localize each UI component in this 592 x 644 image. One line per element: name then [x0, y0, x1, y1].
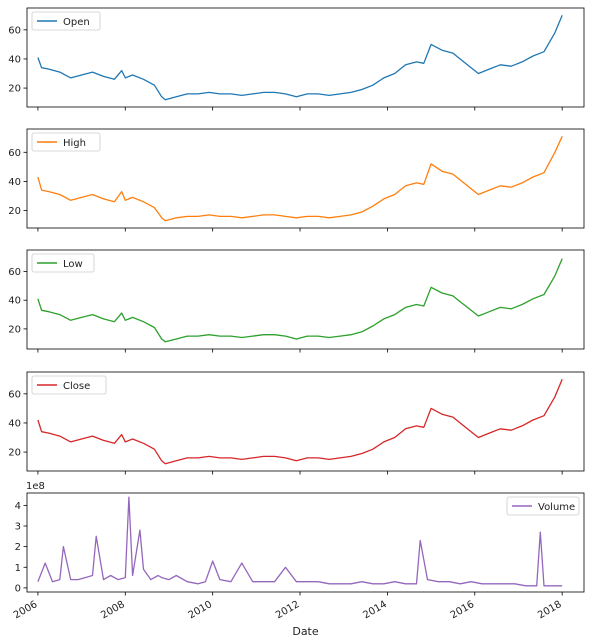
legend-box-3 — [31, 375, 107, 395]
plot-frame-2 — [26, 249, 585, 350]
legend-box-4 — [506, 496, 580, 516]
plot-frame-3 — [26, 371, 585, 472]
y-tick-label-3-2: 60 — [8, 389, 21, 400]
legend-box-1 — [31, 132, 101, 152]
x-tick-label-0: 2006 — [12, 599, 40, 621]
series-line-high — [37, 136, 563, 222]
y-tick-label-2-1: 40 — [8, 296, 21, 307]
x-tick-label-5: 2016 — [449, 599, 477, 621]
plot-frame-0 — [26, 7, 585, 108]
y-tick-label-0-1: 40 — [8, 54, 21, 65]
y-tick-label-1-0: 20 — [8, 206, 21, 217]
x-tick-label-4: 2014 — [361, 599, 389, 621]
x-tick-label-3: 2012 — [274, 599, 302, 621]
y-tick-label-2-0: 20 — [8, 324, 21, 335]
y-tick-label-0-0: 20 — [8, 84, 21, 95]
legend-label-0: Open — [63, 17, 90, 28]
y-tick-label-4-4: 4 — [15, 501, 21, 512]
legend-label-1: High — [63, 138, 86, 149]
y-tick-label-4-0: 0 — [15, 583, 21, 594]
plot-frame-1 — [26, 128, 585, 229]
y-tick-label-1-2: 60 — [8, 148, 21, 159]
y-tick-label-4-1: 1 — [15, 563, 21, 574]
legend-box-2 — [31, 253, 95, 273]
plot-frame-4 — [26, 492, 585, 593]
x-tick-label-1: 2008 — [99, 599, 127, 621]
x-tick-label-2: 2010 — [187, 599, 215, 621]
legend-label-2: Low — [63, 259, 83, 270]
series-line-low — [37, 258, 563, 343]
y-tick-label-2-2: 60 — [8, 267, 21, 278]
y-tick-label-1-1: 40 — [8, 177, 21, 188]
x-axis-title: Date — [292, 625, 319, 638]
series-line-open — [37, 15, 563, 101]
series-line-volume — [37, 496, 563, 587]
y-tick-label-3-0: 20 — [8, 448, 21, 459]
x-tick-label-6: 2018 — [536, 599, 564, 621]
legend-box-0 — [31, 11, 101, 31]
y-multiplier-4: 1e8 — [26, 481, 45, 492]
legend-label-3: Close — [63, 381, 90, 392]
legend-label-4: Volume — [538, 502, 575, 513]
y-tick-label-0-2: 60 — [8, 25, 21, 36]
y-tick-label-4-2: 2 — [15, 542, 21, 553]
y-tick-label-3-1: 40 — [8, 418, 21, 429]
series-line-close — [37, 379, 563, 465]
y-tick-label-4-3: 3 — [15, 522, 21, 533]
